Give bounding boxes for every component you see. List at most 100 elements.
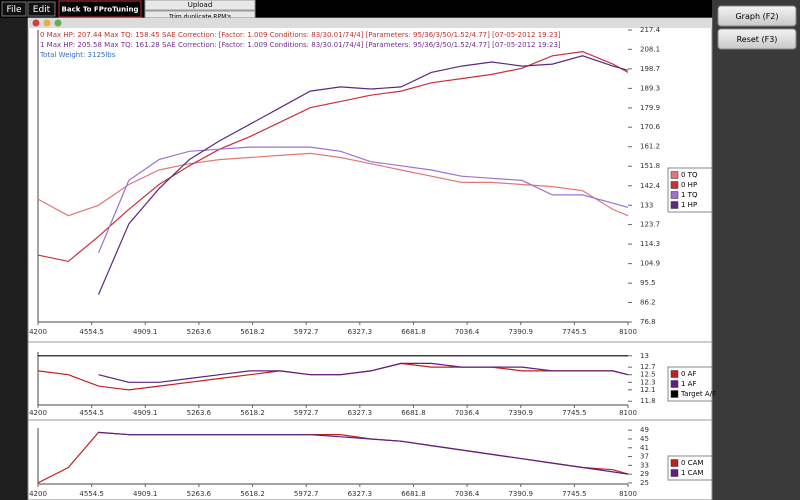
x-tick-label: 5263.6 [187,409,212,417]
x-tick-label: 4200 [29,409,47,417]
y-tick-label: 29 [640,470,649,478]
y-tick-label: 161.2 [640,143,660,151]
tab-upload[interactable] [144,0,256,11]
y-tick-label: 76.8 [640,318,656,326]
window-title-bar [28,18,712,28]
x-tick-label: 5972.7 [294,490,319,498]
reset-button[interactable] [717,28,797,50]
tab-trim-label[interactable]: Trim duplicate RPM's [168,14,231,21]
y-tick-label: 170.6 [640,123,661,131]
x-tick-label: 6681.8 [401,328,426,336]
minimize-icon[interactable] [43,19,51,27]
x-tick-label: 4909.1 [133,328,158,336]
menu-file[interactable] [1,1,27,17]
x-tick-label: 7745.5 [562,490,587,498]
y-tick-label: 11.8 [640,397,656,405]
x-tick-label: 8100 [619,490,637,498]
x-tick-label: 7390.9 [508,490,533,498]
legend-swatch [670,459,679,467]
reset-button-label[interactable]: Reset (F3) [737,35,778,44]
graph-button[interactable] [717,5,797,27]
x-tick-label: 4909.1 [133,409,158,417]
legend-swatch [670,469,679,477]
x-tick-label: 5263.6 [187,328,212,336]
legend-label: 0 TQ [681,171,698,179]
legend-swatch [670,201,679,209]
x-tick-label: 5618.2 [240,409,265,417]
menu-edit[interactable] [27,1,56,17]
y-tick-label: 179.9 [640,104,660,112]
x-tick-label: 5618.2 [240,490,265,498]
y-tick-label: 133 [640,201,653,209]
y-tick-label: 12.5 [640,371,656,379]
x-tick-label: 4554.5 [79,409,104,417]
y-tick-label: 104.9 [640,260,660,268]
y-tick-label: 45 [640,435,649,443]
legend-swatch [670,370,679,378]
legend-label: 1 AF [681,380,697,388]
header-line: Total Weight: 3125lbs [39,51,116,59]
y-tick-label: 12.7 [640,363,656,371]
x-tick-label: 5618.2 [240,328,265,336]
y-tick-label: 208.1 [640,45,660,53]
x-tick-label: 6681.8 [401,490,426,498]
y-tick-label: 217.4 [640,26,661,34]
legend-label: 0 CAM [681,459,703,467]
legend-label: Target A/F [680,390,716,398]
legend-swatch [670,191,679,199]
graph-button-label[interactable]: Graph (F2) [735,12,778,21]
x-tick-label: 8100 [619,409,637,417]
legend-swatch [670,380,679,388]
series-line [98,362,629,383]
x-tick-label: 6681.8 [401,409,426,417]
x-tick-label: 5972.7 [294,409,319,417]
header-line: 1 Max HP: 205.58 Max TQ: 161.28 SAE Corr… [40,41,561,49]
y-tick-label: 151.8 [640,162,660,170]
y-tick-label: 114.3 [640,240,660,248]
x-tick-label: 4554.5 [79,328,104,336]
graph-window [27,17,713,500]
legend-label: 1 TQ [681,191,698,199]
x-tick-label: 8100 [619,328,637,336]
x-tick-label: 6327.3 [348,328,373,336]
side-panel [712,0,800,500]
x-tick-label: 6327.3 [348,490,373,498]
y-tick-label: 12.1 [640,386,656,394]
back-button-label[interactable]: Back To FProTuning [62,6,139,14]
x-tick-label: 7036.4 [455,490,480,498]
y-tick-label: 37 [640,453,649,461]
tab-upload-label[interactable]: Upload [188,1,213,9]
menu-edit-label[interactable]: Edit [33,5,51,15]
x-tick-label: 6327.3 [348,409,373,417]
series-line [97,55,629,295]
x-tick-label: 7390.9 [508,328,533,336]
legend-swatch [670,181,679,189]
x-tick-label: 4909.1 [133,490,158,498]
legend-label: 0 AF [681,370,697,378]
menu-file-label[interactable]: File [6,5,22,15]
y-tick-label: 95.5 [640,279,656,287]
close-icon[interactable] [32,19,40,27]
maximize-icon[interactable] [54,19,62,27]
y-tick-label: 142.4 [640,182,661,190]
x-tick-label: 7745.5 [562,409,587,417]
y-tick-label: 49 [640,426,649,434]
series-line [37,152,629,217]
x-tick-label: 4200 [29,328,47,336]
legend-swatch [670,171,679,179]
x-tick-label: 5972.7 [294,328,319,336]
y-tick-label: 33 [640,461,649,469]
back-button[interactable] [58,0,142,18]
x-tick-label: 7390.9 [508,409,533,417]
legend-swatch [670,390,679,398]
legend-label: 1 HP [681,201,697,209]
x-tick-label: 4554.5 [79,490,104,498]
y-tick-label: 189.3 [640,84,660,92]
x-tick-label: 7745.5 [562,328,587,336]
series-line [98,431,629,475]
header-line: 0 Max HP: 207.44 Max TQ: 158.45 SAE Corr… [40,31,561,39]
x-tick-label: 4200 [29,490,47,498]
series-line [37,50,629,263]
x-tick-label: 7036.4 [455,328,480,336]
